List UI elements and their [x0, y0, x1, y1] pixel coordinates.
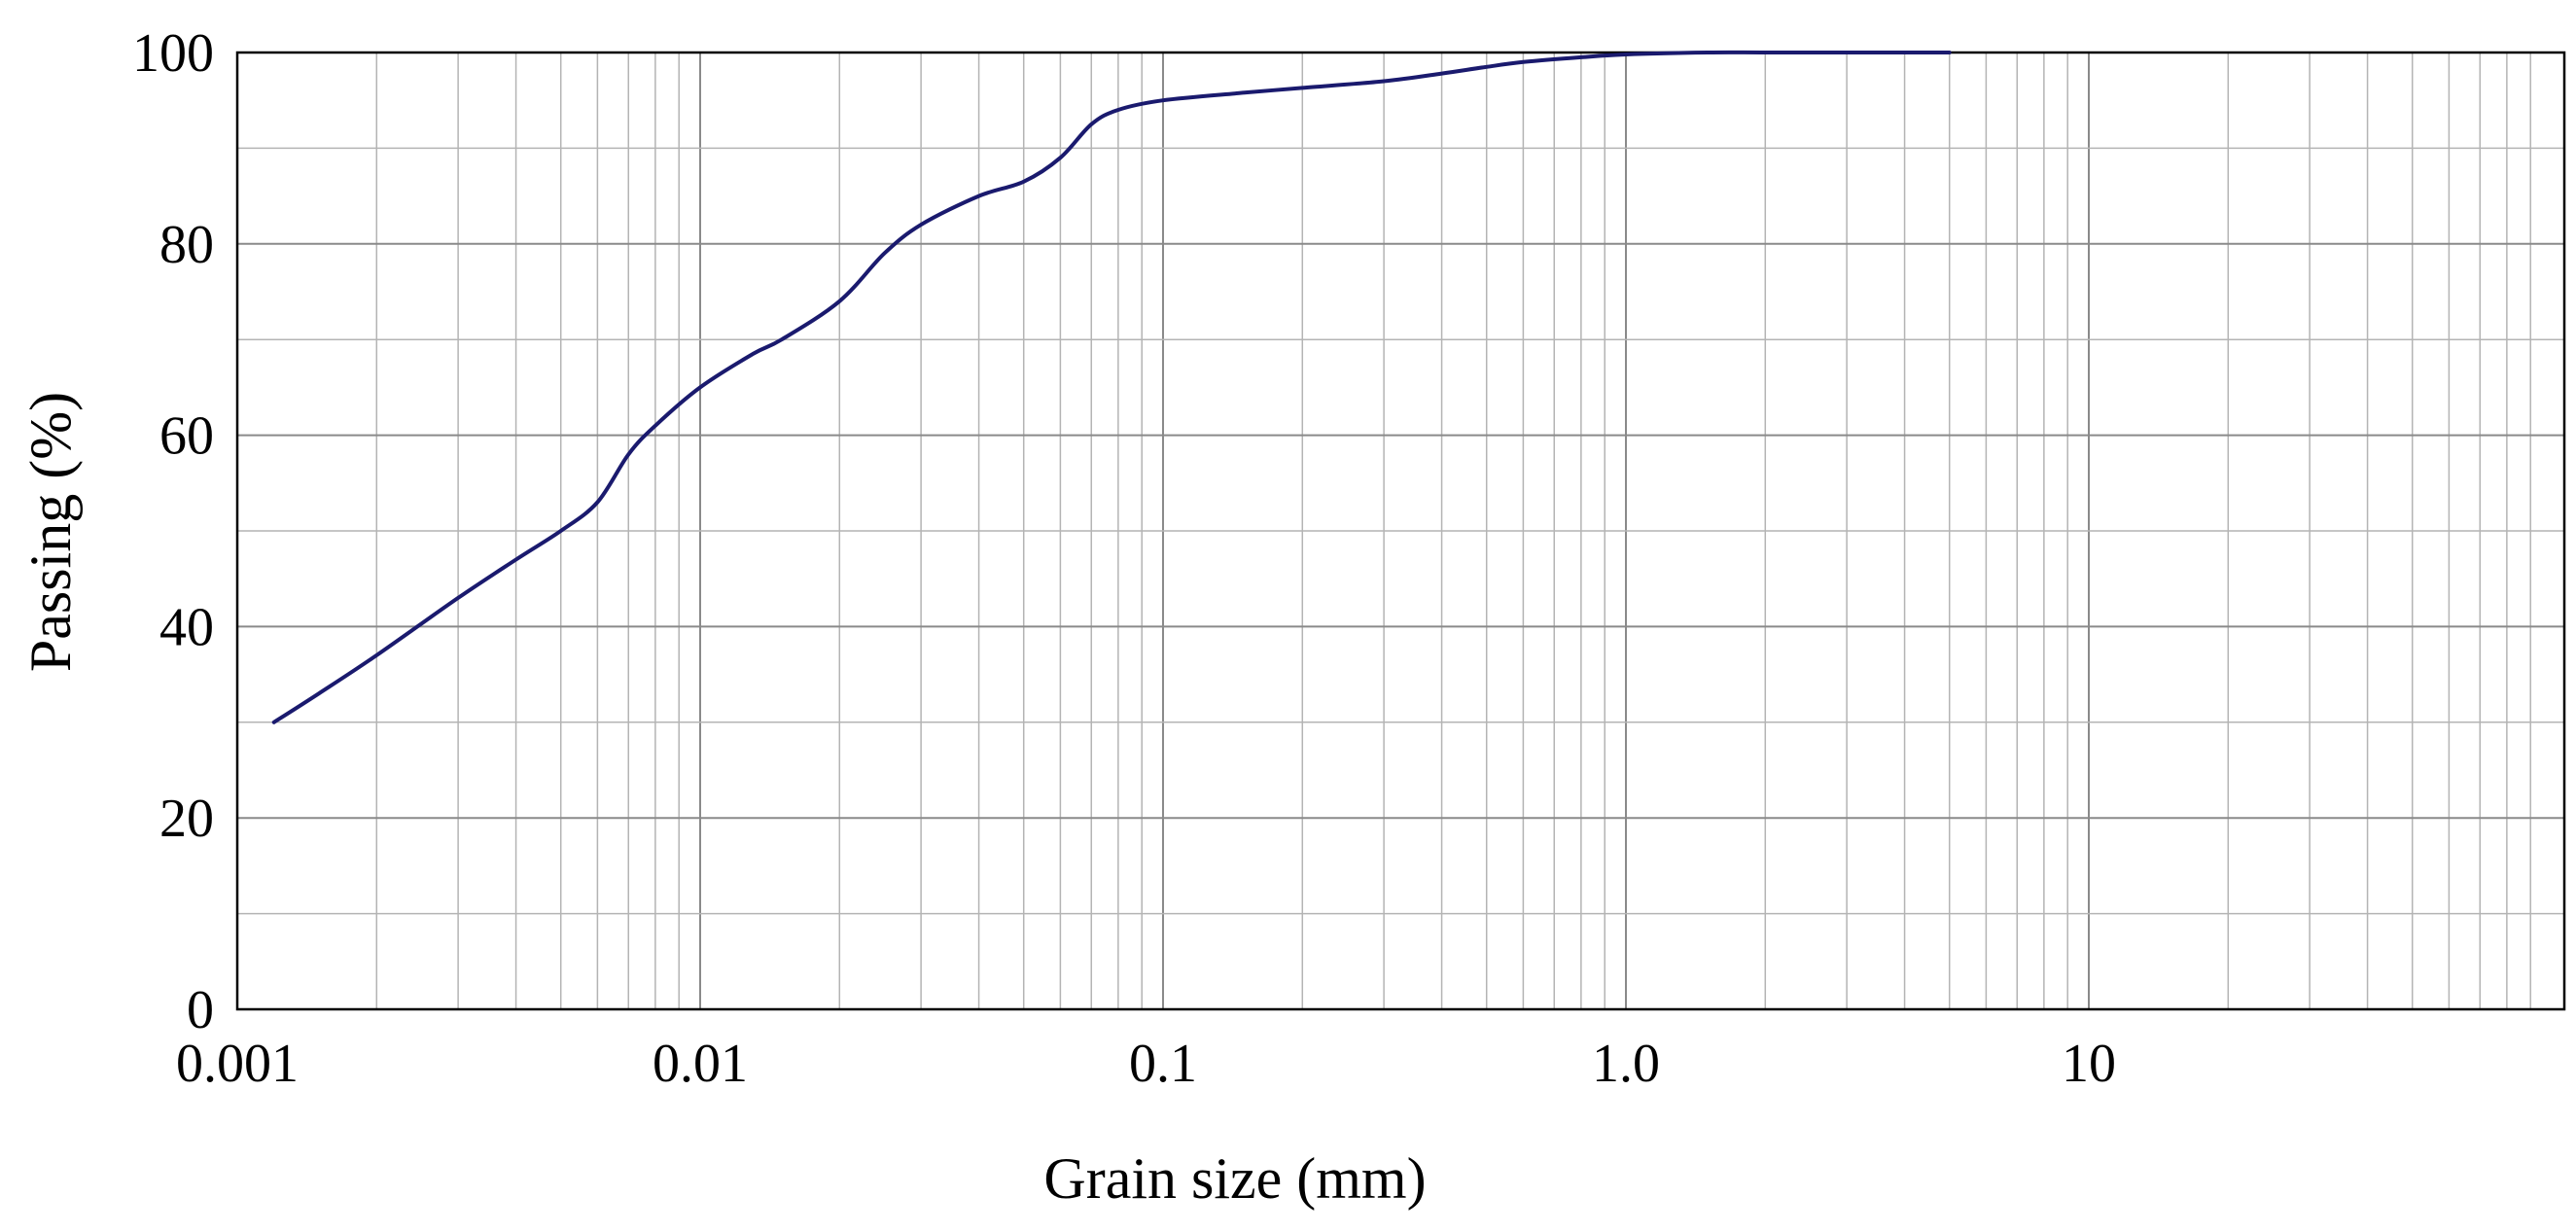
y-tick-label: 60	[159, 406, 214, 467]
x-tick-label: 10	[2062, 1034, 2116, 1094]
y-tick-labels: 0 20 40 60 80 100	[132, 23, 214, 1040]
grid	[237, 53, 2564, 1009]
series-layer	[271, 50, 1952, 724]
y-tick-label: 20	[159, 789, 214, 849]
x-tick-label: 0.1	[1129, 1034, 1197, 1094]
y-tick-label: 80	[159, 215, 214, 275]
y-tick-label: 100	[132, 23, 214, 84]
x-tick-labels: 0.001 0.01 0.1 1.0 10	[176, 1034, 2116, 1094]
x-axis-title: Grain size (mm)	[1043, 1146, 1426, 1211]
y-axis-title: Passing (%)	[18, 392, 83, 672]
plot-area-frame	[235, 51, 2566, 1011]
y-tick-label: 40	[159, 597, 214, 657]
x-tick-label: 0.001	[176, 1034, 299, 1094]
y-tick-label: 0	[187, 980, 214, 1040]
series-line	[271, 50, 1952, 724]
x-tick-label: 0.01	[653, 1034, 748, 1094]
x-tick-label: 1.0	[1592, 1034, 1660, 1094]
